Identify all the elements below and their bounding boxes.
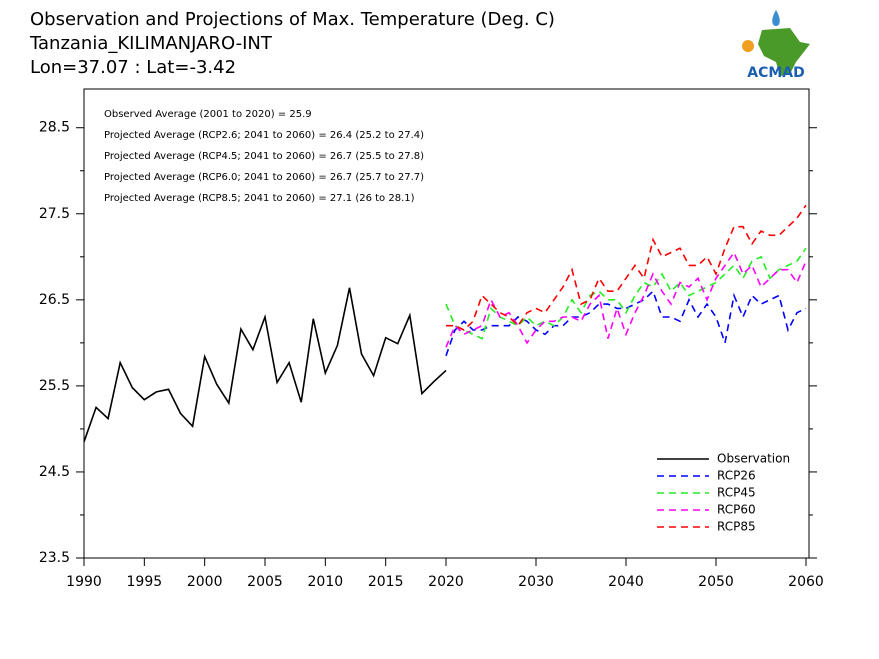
chart-title: Tanzania_KILIMANJARO-INT [29,33,273,54]
x-tick-label: 2020 [428,574,464,590]
y-tick-label: 27.5 [39,206,70,222]
y-tick-label: 26.5 [39,292,70,308]
legend-label: RCP26 [717,469,756,483]
y-tick-label: 28.5 [39,120,70,136]
x-tick-label: 2040 [608,574,644,590]
series-line [445,247,807,340]
series-line [446,204,807,331]
annotation: Observed Average (2001 to 2020) = 25.9 [104,109,312,120]
x-tick-label: 2015 [368,574,404,590]
series-line [445,289,807,357]
logo-africa [758,28,810,76]
annotation: Projected Average (RCP4.5; 2041 to 2060)… [104,151,424,162]
x-tick-label: 1990 [66,574,102,590]
x-tick-label: 1995 [127,574,163,590]
annotation: Projected Average (RCP6.0; 2041 to 2060)… [104,172,424,183]
x-tick-label: 2000 [187,574,223,590]
chart-title: Lon=37.07 : Lat=-3.42 [30,57,236,78]
legend-label: Observation [717,452,790,466]
x-tick-label: 2060 [788,574,824,590]
x-tick-label: 2005 [247,574,283,590]
y-tick-label: 23.5 [39,550,70,566]
annotation: Projected Average (RCP8.5; 2041 to 2060)… [104,193,415,204]
x-tick-label: 2050 [698,574,734,590]
logo-drop [772,10,780,26]
logo-text: ACMAD [747,65,805,81]
series-line [445,250,807,348]
y-tick-label: 24.5 [39,464,70,480]
legend-label: RCP45 [717,486,756,500]
x-tick-label: 2010 [308,574,344,590]
annotation: Projected Average (RCP2.6; 2041 to 2060)… [104,130,424,141]
logo-sun [742,40,754,52]
logo: ACMAD [742,10,810,81]
y-tick-label: 25.5 [39,378,70,394]
x-tick-label: 2030 [518,574,554,590]
legend-label: RCP85 [717,520,756,534]
series-line [83,287,447,443]
chart-title: Observation and Projections of Max. Temp… [30,9,555,30]
legend-label: RCP60 [717,503,756,517]
